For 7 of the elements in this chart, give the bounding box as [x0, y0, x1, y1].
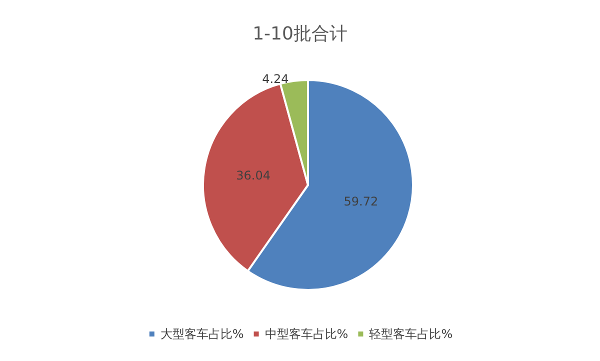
- chart-title: 1-10批合计: [252, 24, 348, 44]
- data-label: 4.24: [262, 72, 289, 86]
- data-label: 59.72: [344, 194, 378, 209]
- legend-label: 大型客车占比%: [160, 327, 244, 341]
- data-label: 36.04: [236, 168, 270, 182]
- legend-label: 中型客车占比%: [264, 327, 348, 341]
- legend-label: 轻型客车占比%: [369, 327, 453, 341]
